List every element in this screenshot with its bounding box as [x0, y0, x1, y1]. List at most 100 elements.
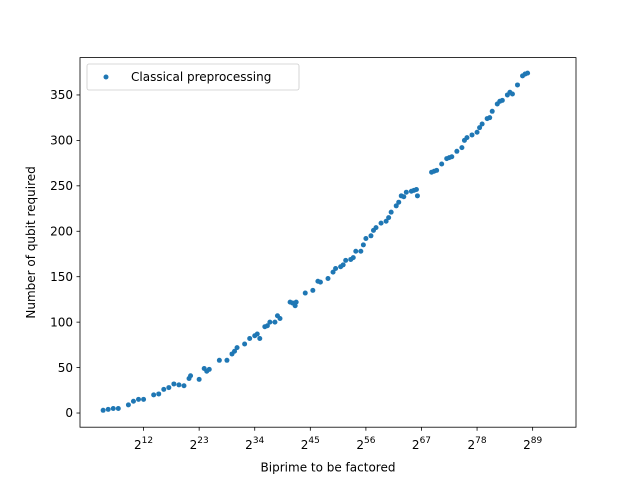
scatter-point	[474, 129, 480, 135]
y-ticks: 0 50 100 150 200 250 300 350	[50, 88, 80, 420]
scatter-point	[330, 269, 336, 275]
legend: Classical preprocessing	[86, 63, 300, 91]
scatter-point	[499, 97, 505, 103]
y-tick-label: 350	[50, 88, 73, 102]
scatter-point	[373, 225, 379, 231]
x-ticks: 212 223 234 245 256 267 278 289	[134, 427, 542, 452]
scatter-point	[514, 82, 520, 88]
scatter-point	[343, 257, 349, 263]
scatter-point	[115, 405, 121, 411]
scatter-point	[479, 121, 485, 127]
scatter-point	[136, 396, 142, 402]
scatter-point	[166, 385, 172, 391]
scatter-point	[401, 194, 407, 200]
scatter-point	[464, 135, 470, 141]
scatter-point	[247, 336, 253, 341]
legend-box	[86, 63, 300, 91]
scatter-point	[188, 373, 194, 379]
y-tick-label: 200	[50, 224, 73, 238]
x-tick-label: 256	[356, 436, 375, 452]
x-tick-label: 267	[412, 436, 431, 452]
scatter-point	[100, 407, 106, 413]
scatter-point	[383, 218, 389, 224]
scatter-point	[242, 341, 248, 347]
scatter-point	[234, 345, 240, 351]
scatter-point	[350, 255, 356, 261]
x-tick-label: 278	[468, 436, 487, 452]
scatter-point	[396, 199, 402, 205]
scatter-point	[368, 233, 374, 239]
x-tick-label: 289	[523, 436, 542, 452]
scatter-point	[360, 242, 366, 248]
scatter-point	[151, 392, 157, 398]
scatter-point	[353, 248, 359, 254]
x-tick-label: 212	[134, 436, 153, 452]
scatter-point	[110, 405, 116, 411]
scatter-point	[469, 132, 475, 138]
scatter-point	[206, 366, 212, 372]
scatter-point	[171, 381, 177, 387]
scatter-point	[525, 70, 531, 76]
y-tick-label: 250	[50, 179, 73, 193]
scatter-point	[161, 386, 167, 392]
x-tick-label: 234	[245, 436, 264, 452]
scatter-point	[477, 125, 483, 131]
y-tick-label: 300	[50, 134, 73, 148]
x-tick-label: 245	[301, 436, 320, 452]
scatter-point	[196, 376, 202, 382]
scatter-point	[509, 91, 515, 97]
points-layer	[100, 70, 531, 413]
scatter-point	[277, 316, 283, 322]
scatter-point	[363, 236, 369, 242]
scatter-point	[267, 319, 273, 325]
scatter-point	[454, 148, 460, 154]
scatter-point	[302, 290, 308, 296]
scatter-point	[358, 248, 364, 254]
scatter-point	[257, 336, 263, 341]
scatter-point	[232, 348, 238, 354]
scatter-point	[317, 279, 323, 285]
scatter-point	[388, 209, 394, 215]
x-tick-label: 223	[190, 436, 209, 452]
scatter-point	[130, 398, 136, 404]
scatter-point	[216, 357, 222, 363]
plot-frame	[79, 57, 577, 428]
y-tick-label: 0	[65, 406, 73, 420]
y-tick-label: 150	[50, 270, 73, 284]
scatter-point	[105, 406, 111, 412]
scatter-point	[141, 396, 147, 402]
scatter-point	[125, 402, 131, 408]
scatter-point	[386, 215, 392, 221]
scatter-point	[272, 319, 278, 325]
scatter-point	[414, 193, 420, 199]
scatter-point	[181, 383, 187, 389]
scatter-point	[449, 154, 455, 160]
scatter-point	[434, 167, 440, 173]
y-tick-label: 100	[50, 315, 73, 329]
scatter-point	[310, 287, 316, 293]
scatter-point	[333, 266, 339, 272]
scatter-point	[459, 145, 465, 151]
scatter-point	[413, 186, 419, 192]
scatter-point	[378, 220, 384, 226]
scatter-point	[487, 115, 493, 121]
scatter-point	[254, 331, 260, 337]
scatter-point	[293, 299, 299, 305]
scatter-point	[156, 391, 162, 397]
x-axis-label: Biprime to be factored	[261, 461, 396, 475]
scatter-point	[224, 357, 230, 363]
scatter-point	[489, 108, 495, 114]
y-axis-label: Number of qubit required	[24, 166, 38, 318]
scatter-point	[393, 203, 399, 209]
scatter-point	[403, 189, 409, 195]
y-tick-label: 50	[58, 361, 73, 375]
scatter-point	[264, 323, 270, 329]
scatter-point	[439, 161, 445, 167]
scatter-point	[340, 262, 346, 268]
scatter-point	[176, 382, 182, 388]
scatter-point	[325, 276, 331, 282]
legend-marker	[103, 74, 109, 80]
legend-label: Classical preprocessing	[131, 70, 271, 84]
